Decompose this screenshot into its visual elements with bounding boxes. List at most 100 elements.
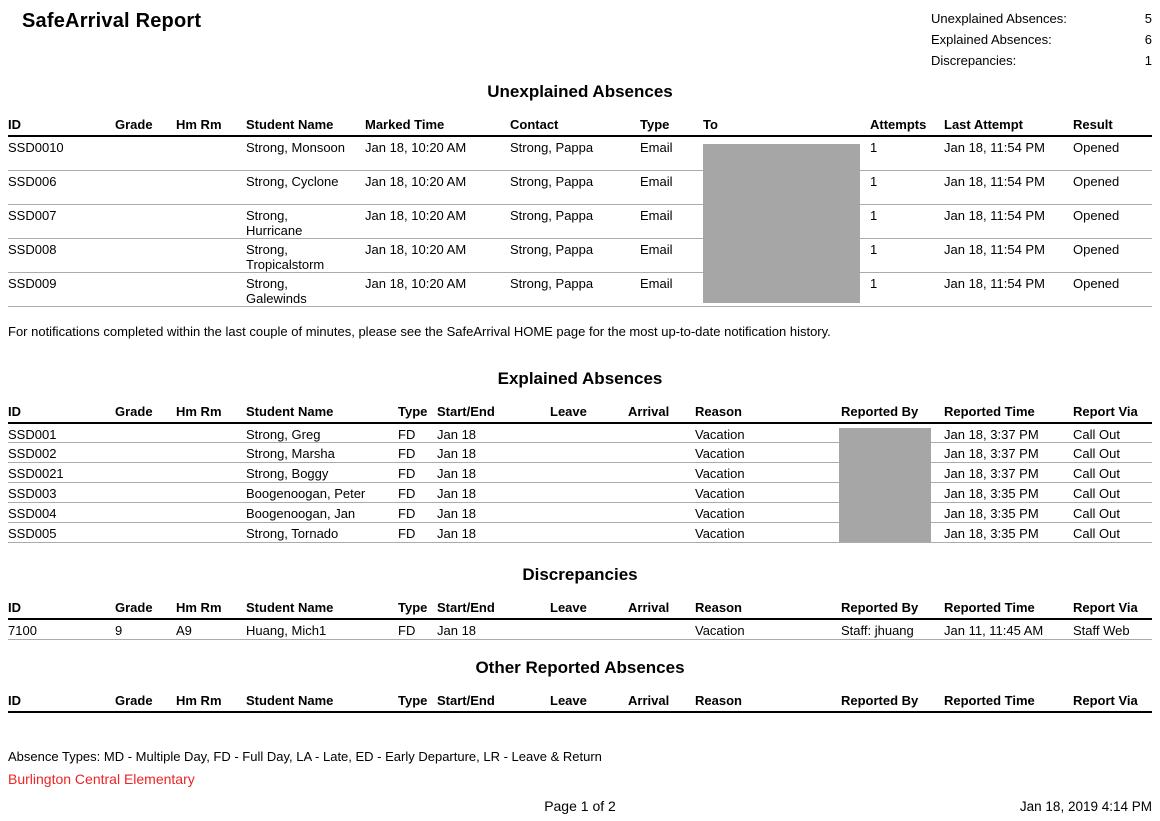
- column-header-student-name: Student Name: [246, 690, 398, 713]
- column-header-last-attempt: Last Attempt: [944, 115, 1073, 137]
- header-row: ID Grade Hm Rm Student Name Marked Time Conta…: [8, 115, 1152, 137]
- table-cell: Opened: [1073, 136, 1152, 171]
- table-cell: Email: [640, 136, 703, 171]
- redacted-box: [839, 427, 931, 542]
- table-cell: Jan 18: [437, 619, 550, 640]
- table-cell: Vacation: [695, 482, 841, 503]
- section-heading-unexplained: Unexplained Absences: [487, 82, 673, 101]
- table-cell: Call Out: [1073, 482, 1152, 503]
- column-header-id: ID: [8, 401, 115, 424]
- table-cell: Strong, Pappa: [510, 272, 640, 307]
- table-cell: [176, 422, 246, 443]
- table-cell: Jan 18, 10:20 AM: [365, 272, 510, 307]
- table-cell: Jan 18, 3:35 PM: [944, 522, 1073, 543]
- column-header-report-via: Report Via: [1073, 401, 1152, 424]
- table-cell: 1: [870, 170, 944, 205]
- column-header-attempts: Attempts: [870, 115, 944, 137]
- table-cell: Call Out: [1073, 522, 1152, 543]
- column-header-type: Type: [398, 690, 437, 713]
- column-header-id: ID: [8, 598, 115, 620]
- table-cell: [115, 442, 176, 463]
- table-cell: Strong, Marsha: [246, 442, 398, 463]
- page-title: SafeArrival Report: [22, 10, 202, 32]
- table-cell: FD: [398, 442, 437, 463]
- column-header-hm-rm: Hm Rm: [176, 115, 246, 137]
- table-cell: [628, 462, 695, 483]
- table-cell: SSD006: [8, 170, 115, 205]
- table-cell: [115, 136, 176, 171]
- table-cell: Staff Web: [1073, 619, 1152, 640]
- table-row: SSD008 Strong, Tropicalstorm Jan 18, 10:20…: [8, 238, 1152, 273]
- table-cell: SSD001: [8, 422, 115, 443]
- table-cell: [115, 502, 176, 523]
- table-cell: [550, 442, 628, 463]
- table-cell: [115, 204, 176, 239]
- table-cell: [176, 238, 246, 273]
- table-cell: Strong, Pappa: [510, 136, 640, 171]
- summary-label: Discrepancies:: [931, 53, 1017, 68]
- table-cell: [115, 482, 176, 503]
- unexplained-table-wrap: ID Grade Hm Rm Student Name Marked Time Conta…: [8, 115, 1152, 307]
- table-cell: Vacation: [695, 522, 841, 543]
- table-cell: [550, 482, 628, 503]
- table-cell: Email: [640, 238, 703, 273]
- column-header-student-name: Student Name: [246, 401, 398, 424]
- table-cell: Strong, Pappa: [510, 238, 640, 273]
- table-cell: [176, 136, 246, 171]
- column-header-report-via: Report Via: [1073, 598, 1152, 620]
- table-row: 7100 9 A9 Huang, Mich1 FD Jan 18 Vacation Staff…: [8, 619, 1152, 640]
- table-cell: Call Out: [1073, 502, 1152, 523]
- summary-panel: Unexplained Absences: 5 Explained Absenc…: [931, 8, 1152, 71]
- column-header-start-end: Start/End: [437, 690, 550, 713]
- summary-row-explained: Explained Absences: 6: [931, 29, 1152, 50]
- header-row: ID Grade Hm Rm Student Name Type Start/End Lea…: [8, 598, 1152, 620]
- table-cell: [628, 422, 695, 443]
- table-cell: Call Out: [1073, 422, 1152, 443]
- table-cell: Jan 18, 10:20 AM: [365, 170, 510, 205]
- table-row: SSD0010 Strong, Monsoon Jan 18, 10:20 AM St…: [8, 136, 1152, 171]
- summary-value: 1: [1144, 53, 1152, 68]
- table-cell: [628, 442, 695, 463]
- section-heading-discrepancies: Discrepancies: [522, 565, 638, 584]
- table-cell: Jan 11, 11:45 AM: [944, 619, 1073, 640]
- table-cell: Jan 18, 10:20 AM: [365, 204, 510, 239]
- table-cell: Jan 18, 3:37 PM: [944, 422, 1073, 443]
- table-cell: [550, 522, 628, 543]
- table-cell: [176, 204, 246, 239]
- table-cell: SSD002: [8, 442, 115, 463]
- header-row: ID Grade Hm Rm Student Name Type Start/End Lea…: [8, 690, 1152, 713]
- table-cell: FD: [398, 462, 437, 483]
- notification-note: For notifications completed within the l…: [8, 323, 831, 339]
- table-cell: Opened: [1073, 170, 1152, 205]
- unexplained-table: ID Grade Hm Rm Student Name Marked Time Conta…: [8, 115, 1152, 307]
- column-header-student-name: Student Name: [246, 115, 365, 137]
- table-cell: Jan 18: [437, 522, 550, 543]
- table-cell: [115, 462, 176, 483]
- table-row: SSD003 Boogenoogan, Peter FD Jan 18 Vacation…: [8, 482, 1152, 503]
- summary-label: Explained Absences:: [931, 32, 1052, 47]
- table-cell: [176, 462, 246, 483]
- column-header-to: To: [703, 115, 870, 137]
- table-cell: [176, 502, 246, 523]
- summary-value: 5: [1144, 11, 1152, 26]
- table-cell: Jan 18, 11:54 PM: [944, 136, 1073, 171]
- column-header-id: ID: [8, 690, 115, 713]
- column-header-type: Type: [398, 598, 437, 620]
- section-heading-explained: Explained Absences: [497, 368, 663, 388]
- table-cell: Jan 18, 3:35 PM: [944, 502, 1073, 523]
- column-header-grade: Grade: [115, 115, 176, 137]
- table-cell: FD: [398, 502, 437, 523]
- column-header-start-end: Start/End: [437, 401, 550, 424]
- page-number: Page 1 of 2: [544, 797, 616, 814]
- discrepancies-table: ID Grade Hm Rm Student Name Type Start/End Lea…: [8, 598, 1152, 640]
- column-header-result: Result: [1073, 115, 1152, 137]
- table-cell: [115, 170, 176, 205]
- table-cell: Strong, Tropicalstorm: [246, 238, 365, 273]
- table-cell: Vacation: [695, 502, 841, 523]
- table-cell: SSD005: [8, 522, 115, 543]
- table-cell: [115, 238, 176, 273]
- table-row: SSD001 Strong, Greg FD Jan 18 Vacation Jan 18…: [8, 422, 1152, 443]
- column-header-reason: Reason: [695, 401, 841, 424]
- table-cell: FD: [398, 422, 437, 443]
- column-header-type: Type: [640, 115, 703, 137]
